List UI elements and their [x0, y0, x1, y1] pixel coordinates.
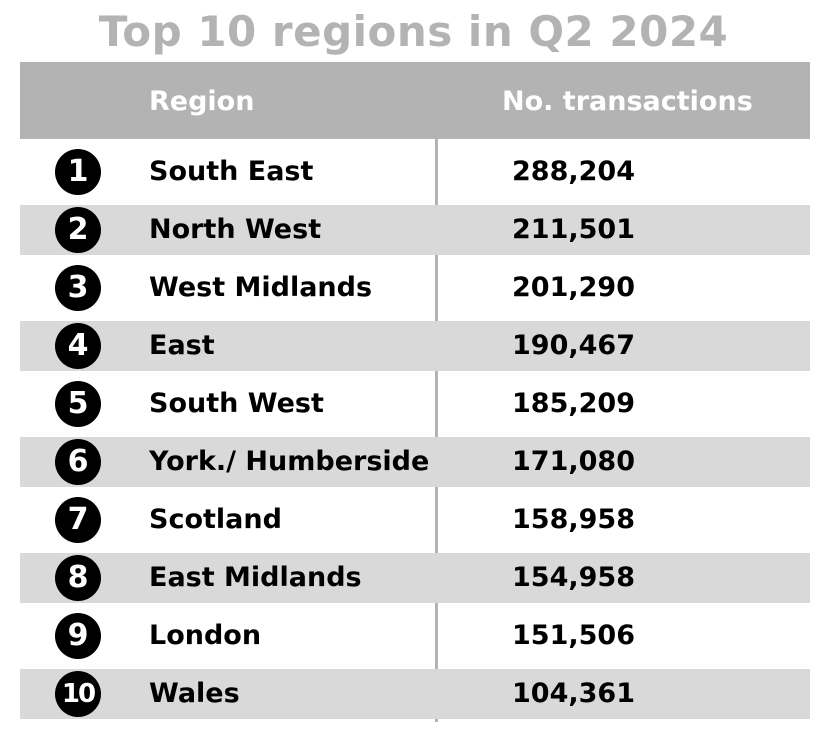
rank-badge: 2 [55, 207, 101, 253]
region-name: York./ Humberside [149, 446, 430, 477]
region-name: East Midlands [149, 562, 362, 593]
table-row: 2 North West 211,501 [20, 205, 810, 255]
region-name: South West [149, 388, 324, 419]
region-name: North West [149, 214, 322, 245]
transaction-count: 104,361 [512, 678, 635, 709]
transaction-count: 185,209 [512, 388, 635, 419]
region-name: Wales [149, 678, 240, 709]
transaction-count: 288,204 [512, 156, 635, 187]
transaction-count: 171,080 [512, 446, 635, 477]
region-name: South East [149, 156, 314, 187]
table-row: 8 East Midlands 154,958 [20, 553, 810, 603]
transaction-count: 154,958 [512, 562, 635, 593]
table-row: 3 West Midlands 201,290 [20, 263, 810, 313]
table-row: 9 London 151,506 [20, 611, 810, 661]
rank-badge: 5 [55, 381, 101, 427]
rank-badge: 6 [55, 439, 101, 485]
transaction-count: 151,506 [512, 620, 635, 651]
table-row: 10 Wales 104,361 [20, 669, 810, 719]
transaction-count: 158,958 [512, 504, 635, 535]
rank-badge: 4 [55, 323, 101, 369]
region-name: Scotland [149, 504, 282, 535]
transaction-count: 201,290 [512, 272, 635, 303]
rank-badge: 9 [55, 613, 101, 659]
rank-badge: 3 [55, 265, 101, 311]
header-region: Region [149, 86, 255, 117]
table-row: 6 York./ Humberside 171,080 [20, 437, 810, 487]
regions-table: Region No. transactions 1 South East 288… [20, 62, 810, 722]
rank-badge: 10 [55, 671, 101, 717]
column-divider [435, 70, 438, 722]
table-row: 4 East 190,467 [20, 321, 810, 371]
table-title: Top 10 regions in Q2 2024 [98, 7, 729, 56]
table-row: 1 South East 288,204 [20, 147, 810, 197]
region-name: West Midlands [149, 272, 373, 303]
table-row: 7 Scotland 158,958 [20, 495, 810, 545]
rank-badge: 8 [55, 555, 101, 601]
table-header: Region No. transactions [20, 62, 810, 139]
rank-badge: 1 [55, 149, 101, 195]
region-name: East [149, 330, 215, 361]
transaction-count: 190,467 [512, 330, 635, 361]
transaction-count: 211,501 [512, 214, 635, 245]
rank-badge: 7 [55, 497, 101, 543]
table-row: 5 South West 185,209 [20, 379, 810, 429]
header-transactions: No. transactions [502, 86, 753, 117]
region-name: London [149, 620, 262, 651]
